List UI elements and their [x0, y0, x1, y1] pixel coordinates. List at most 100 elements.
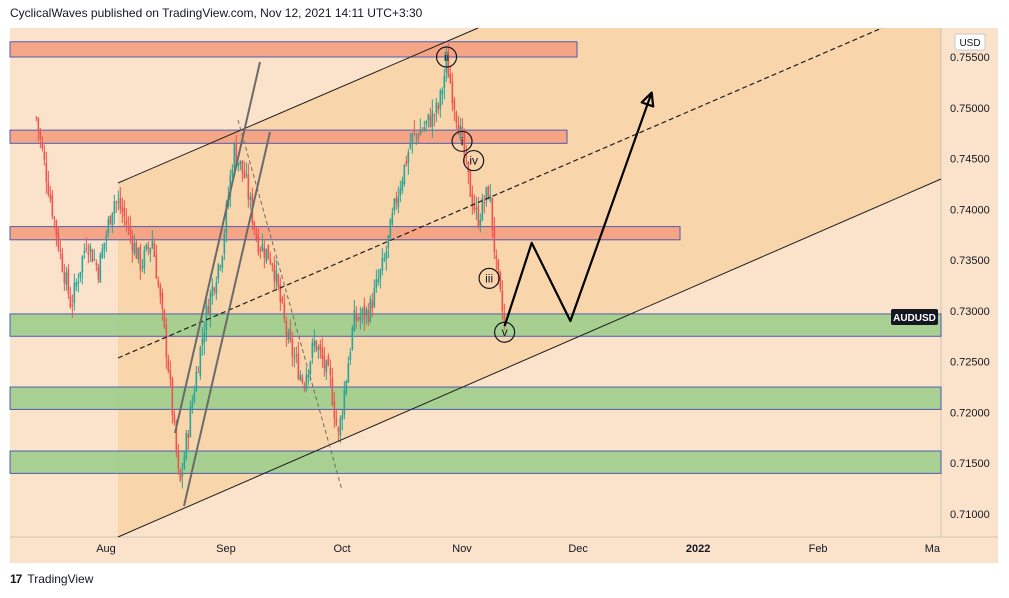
candle-body: [143, 250, 146, 269]
candle-body: [217, 264, 220, 279]
candle-body: [49, 194, 52, 200]
candle-body: [93, 259, 96, 261]
candle-body: [75, 282, 78, 287]
steep-line-2: [183, 131, 271, 507]
candle-body: [165, 324, 168, 358]
candle-body: [247, 174, 250, 200]
symbol-price-tag: AUDUSD: [891, 309, 938, 325]
candle-body: [291, 338, 294, 357]
candle-body: [367, 310, 370, 323]
candle-body: [135, 242, 138, 259]
candle-body: [197, 372, 200, 374]
time-tick-label: Ma: [925, 543, 941, 555]
candle-body: [295, 354, 298, 357]
candle-body: [55, 220, 58, 235]
candle-body: [47, 182, 50, 195]
wave-label-circle: [435, 46, 458, 68]
candle-body: [129, 226, 132, 235]
wave-label-circle: [494, 321, 516, 343]
candle-body: [155, 255, 158, 279]
support-zone: [9, 386, 942, 410]
candle-body: [79, 271, 82, 278]
footer: 17 TradingView: [10, 572, 93, 586]
candle-body: [373, 287, 376, 307]
candle-body: [121, 207, 124, 212]
candle-body: [241, 160, 244, 173]
price-zones: [9, 41, 942, 474]
candle-body: [407, 152, 410, 163]
candle-body: [443, 75, 446, 88]
candle-body: [161, 293, 164, 310]
brand-name: TradingView: [27, 572, 94, 586]
candle-body: [73, 282, 76, 304]
candle-body: [213, 288, 216, 292]
candle-body: [77, 281, 80, 284]
steep-line-1: [174, 61, 261, 434]
chart-background: [10, 28, 998, 563]
candle-body: [463, 131, 466, 157]
candle-body: [273, 265, 276, 281]
candle-body: [69, 295, 72, 308]
candle-body: [231, 169, 234, 176]
candle-body: [89, 245, 92, 252]
candle-body: [365, 308, 368, 316]
candle-body: [357, 317, 360, 320]
candle-body: [379, 269, 382, 279]
candle-body: [253, 222, 256, 230]
candle-body: [263, 247, 266, 258]
candle-body: [237, 162, 240, 166]
candle-body: [375, 279, 378, 288]
candle-body: [475, 207, 478, 209]
time-tick-label: Feb: [809, 543, 828, 555]
time-tick-label: Sep: [216, 543, 236, 555]
candle-body: [361, 308, 364, 315]
time-tick-label: Aug: [96, 543, 116, 555]
candle-body: [459, 125, 462, 139]
candle-body: [87, 252, 90, 255]
candle-body: [41, 142, 44, 149]
candle-body: [489, 195, 492, 201]
candle-body: [207, 306, 210, 315]
support-zone: [9, 313, 942, 337]
time-axis[interactable]: Aug Sep Oct Nov Dec 2022 Feb Ma: [96, 543, 941, 555]
price-tick-label: 0.74500: [950, 154, 990, 166]
time-tick-label: 2022: [686, 543, 710, 555]
candle-body: [151, 240, 154, 248]
candle-body: [137, 247, 140, 259]
candle-body: [289, 328, 292, 341]
candle-body: [81, 256, 84, 273]
wave-label: i: [461, 134, 464, 148]
candle-body: [269, 258, 272, 264]
candle-body: [305, 375, 308, 390]
candle-body: [347, 363, 350, 383]
candle-body: [327, 356, 330, 366]
candle-body: [261, 243, 264, 251]
candle-body: [43, 151, 46, 160]
candle-body: [419, 130, 422, 136]
candle-body: [167, 358, 170, 372]
candle-body: [301, 376, 304, 383]
candle-body: [343, 390, 346, 415]
candle-body: [191, 401, 194, 410]
price-tick-label: 0.73500: [950, 255, 990, 267]
candle-body: [445, 55, 448, 73]
candle-body: [293, 356, 296, 359]
candle-body: [503, 313, 506, 322]
candle-body: [371, 300, 374, 309]
candle-body: [449, 73, 452, 83]
wave-label: iv: [469, 154, 478, 168]
candle-body: [133, 242, 136, 254]
time-tick-label: Dec: [568, 543, 588, 555]
candle-body: [287, 332, 290, 340]
candle-body: [45, 163, 48, 183]
candle-body: [283, 303, 286, 319]
price-axis[interactable]: 0.75500 0.75000 0.74500 0.74000 0.73500 0.730…: [950, 52, 990, 521]
candle-body: [205, 304, 208, 331]
candle-body: [313, 340, 316, 346]
time-tick-label: Oct: [334, 543, 351, 555]
wave-label-circle: [451, 130, 473, 152]
candle-body: [451, 82, 454, 104]
candle-body: [477, 205, 480, 227]
candle-body: [39, 131, 42, 139]
